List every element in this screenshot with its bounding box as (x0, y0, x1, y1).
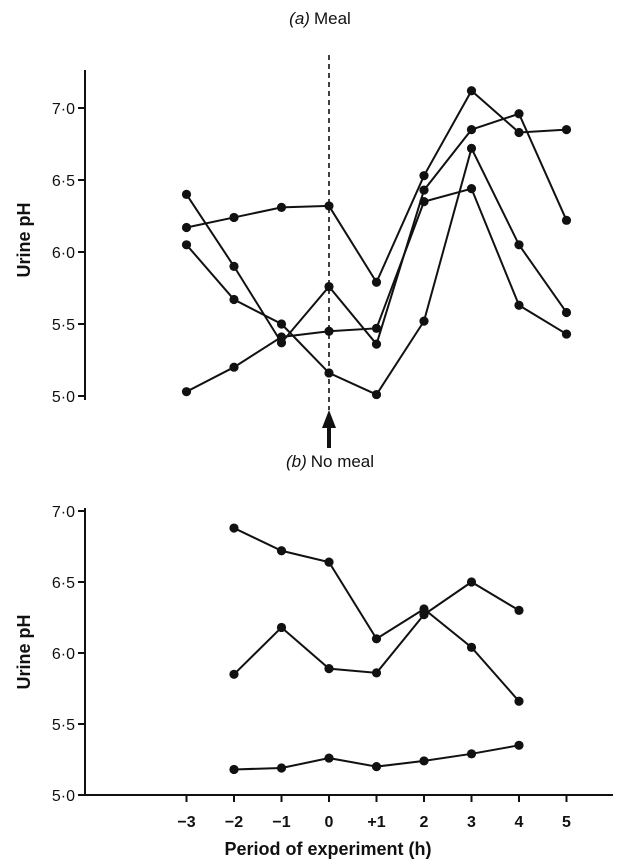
panel-b-ylabel: Urine pH (14, 614, 34, 689)
panel-a-series-3-point (419, 316, 429, 326)
panel-b-y-tick-label: 6·0 (52, 646, 75, 663)
panel-b-series-3-point (229, 764, 239, 775)
panel-a-series-3-point (229, 294, 239, 305)
panel-a-title-prefix: (a) (289, 9, 310, 28)
panel-a-series-2-point (419, 185, 429, 195)
panel-a-series-2-point (229, 261, 239, 271)
panel-a-y-tick-label: 6·5 (52, 173, 75, 190)
panel-b-y-tick-label: 7·0 (52, 504, 75, 521)
panel-b-series-1-point (371, 634, 382, 644)
panel-a-series-1-point (229, 212, 239, 223)
panel-a-series-4-point (181, 387, 192, 397)
panel-a-series-4-point (466, 184, 477, 194)
panel-a-plot: 7·0 6·5 6·0 5·5 5·0 (52, 55, 572, 448)
panel-a-title: (a) Meal (289, 9, 351, 28)
panel-b-title: (b) No meal (286, 452, 374, 471)
panel-b-x-tick-label: 3 (467, 814, 476, 831)
panel-a-series-1-point (181, 222, 192, 233)
panel-a-series-4-point (514, 300, 524, 310)
panel-a-series-1-line (186, 89, 567, 285)
panel-b-xlabel: Period of experiment (h) (224, 839, 431, 859)
panel-b-series-3-point (324, 753, 334, 763)
panel-a-series-2-point (514, 109, 524, 119)
panel-b-title-prefix: (b) (286, 452, 307, 471)
panel-b-series-3-point (371, 762, 382, 772)
panel-a-y-tick-label: 5·5 (52, 317, 75, 334)
panel-a-series-3-point (466, 143, 477, 153)
panel-b-series-2-line (233, 580, 520, 676)
panel-a-series-3-point (276, 319, 287, 329)
panel-b-series-1-point (466, 642, 477, 652)
panel-a-series-1-point (371, 277, 382, 287)
panel-a-series-4-point (419, 197, 429, 207)
panel-b-x-tick-label: +1 (367, 814, 385, 831)
panel-a-series-4-line (186, 187, 568, 393)
panel-a-series-4-point (229, 362, 239, 372)
panel-b-series-2-point (371, 668, 382, 678)
panel-b-x-tick-label: −1 (272, 814, 290, 831)
panel-a-series-1-point (561, 125, 572, 135)
panel-b-series-2-point (466, 577, 477, 587)
panel-a-series-1-point (324, 201, 334, 211)
panel-b-series-1-point (324, 557, 334, 567)
panel-a-y-tick-label: 6·0 (52, 245, 75, 262)
panel-a-series-4-point (276, 332, 287, 342)
panel-b-x-tick-label: 5 (562, 814, 571, 831)
panel-a-series-3-point (324, 368, 334, 378)
panel-a-series-1-point (419, 171, 429, 181)
panel-a-series-3-point (514, 240, 524, 250)
panel-a-series-4-point (371, 323, 382, 333)
panel-b-series-1-point (229, 523, 239, 533)
panel-a-series-2-point (181, 189, 192, 199)
panel-b-title-text: No meal (311, 452, 374, 471)
panel-a-series-1-point (514, 127, 524, 138)
panel-b-x-tick-label: 4 (515, 814, 524, 831)
panel-a-series-3-point (371, 389, 382, 400)
panel-a-series-2-point (371, 339, 382, 349)
panel-a-series-4-point (324, 326, 334, 336)
panel-b-series-2-point (324, 664, 334, 674)
panel-b-series-2-point (514, 605, 524, 616)
panel-a-title-text: Meal (314, 9, 351, 28)
panel-a-y-tick-label: 5·0 (52, 389, 75, 406)
panel-b-series-3-point (466, 749, 477, 759)
panel-b-series-3-point (514, 740, 524, 750)
panel-a-series-1-point (276, 202, 287, 212)
panel-a-series-2-point (561, 215, 572, 225)
panel-b-plot: 7·0 6·5 6·0 5·5 5·0 −3 −2 −1 0 +1 2 3 4 5 (52, 504, 613, 831)
panel-b-x-tick-label: −2 (225, 814, 243, 831)
panel-b-y-tick-label: 5·5 (52, 717, 75, 734)
panel-b-x-tick-label: 0 (325, 814, 334, 831)
panel-b-series-2-point (419, 610, 429, 620)
panel-b-series-1-point (276, 546, 287, 556)
meal-arrow-icon (322, 410, 336, 428)
panel-b-series-1-point (514, 696, 524, 706)
panel-a-ylabel: Urine pH (14, 202, 34, 277)
panel-b-series-2-point (276, 622, 287, 633)
panel-a-series-3-point (561, 307, 572, 318)
panel-b-y-tick-label: 6·5 (52, 575, 75, 592)
panel-a-series-1-point (466, 86, 477, 96)
panel-a-series-2-point (466, 125, 477, 135)
panel-a-series-4-point (561, 329, 572, 339)
panel-b-x-tick-label: −3 (177, 814, 195, 831)
panel-a-series-2-line (185, 112, 568, 347)
panel-b-x-tick-label: 2 (420, 814, 429, 831)
panel-a-y-tick-label: 7·0 (52, 101, 75, 118)
panel-b-series-3-point (419, 756, 429, 766)
panel-a-series-3-point (181, 240, 192, 250)
panel-b-series-3-point (276, 763, 287, 773)
panel-a-series-3-line (185, 145, 568, 396)
panel-b-y-tick-label: 5·0 (52, 788, 75, 805)
panel-a-series-2-point (324, 281, 334, 292)
panel-b-series-2-point (229, 669, 239, 679)
